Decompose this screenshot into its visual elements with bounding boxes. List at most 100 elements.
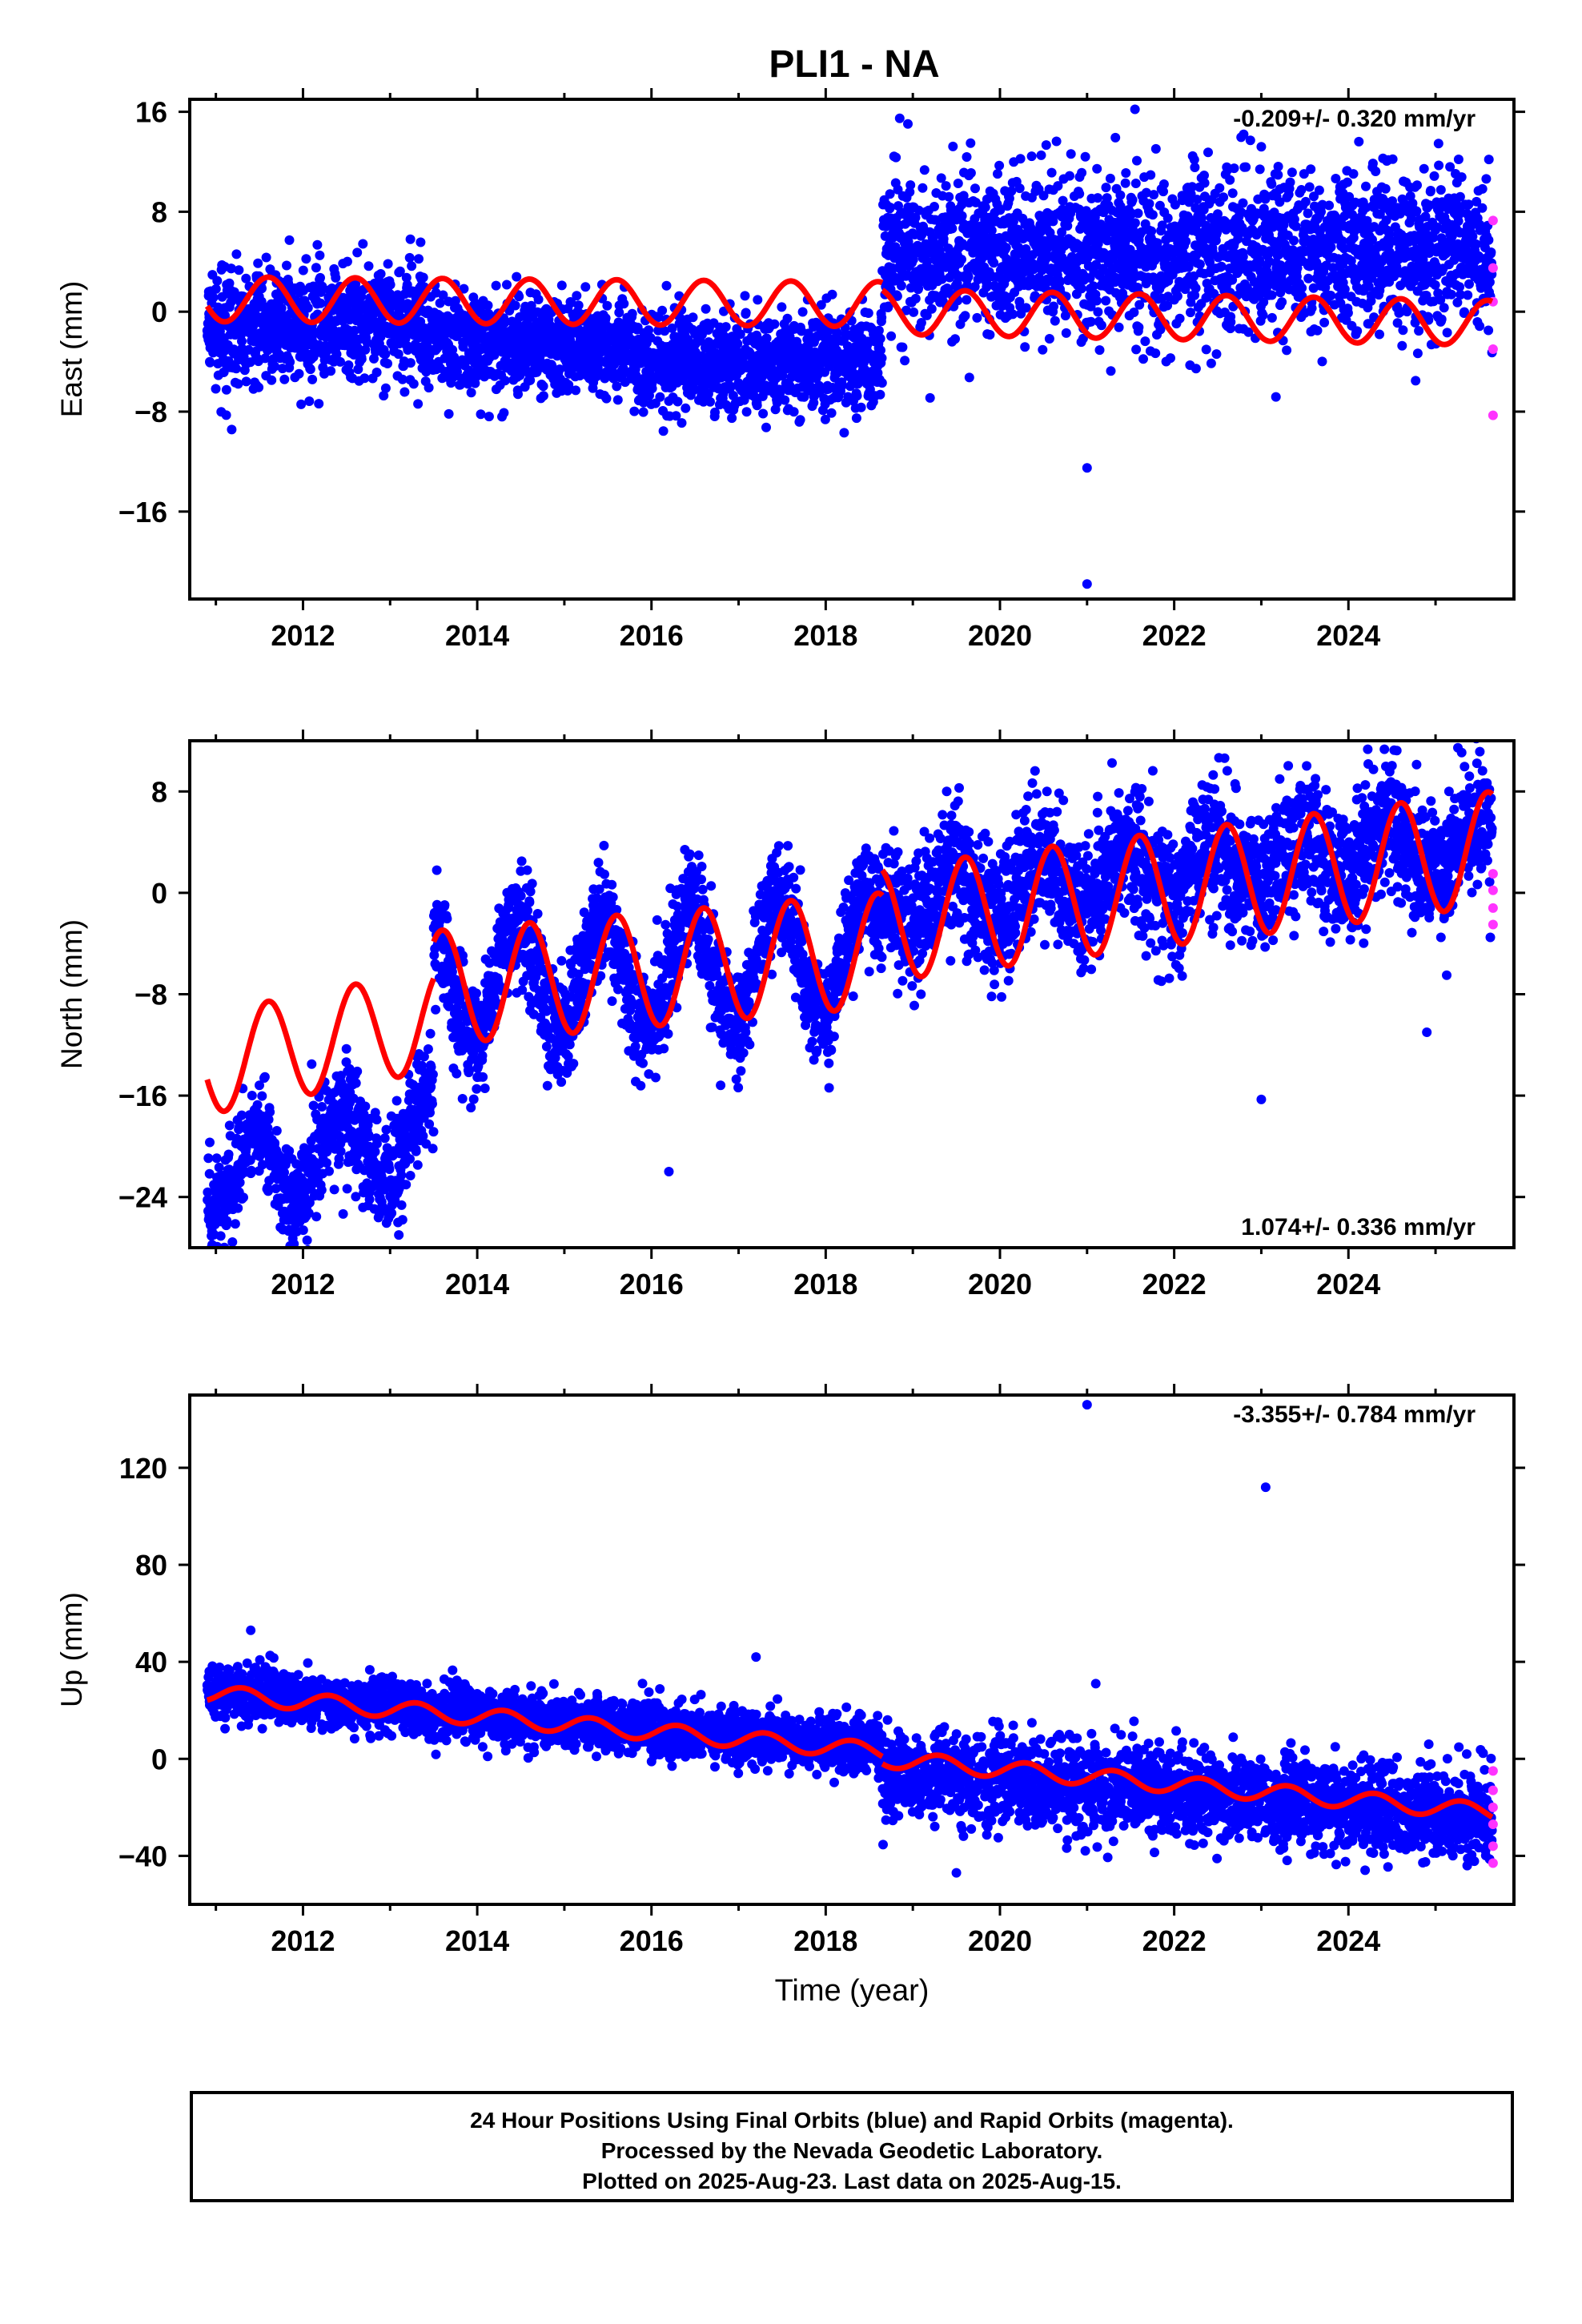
data-point	[1226, 317, 1236, 328]
data-point	[1380, 183, 1391, 194]
data-point	[375, 269, 386, 279]
data-point	[459, 283, 469, 294]
rapid-point	[1488, 344, 1498, 354]
data-point	[282, 260, 291, 271]
data-point	[379, 391, 389, 401]
data-point	[972, 312, 982, 323]
data-point	[894, 113, 905, 123]
data-point	[1133, 208, 1143, 219]
data-point	[1306, 164, 1316, 175]
data-point	[1015, 154, 1026, 164]
data-point	[1348, 169, 1359, 179]
data-point	[211, 384, 221, 394]
data-point	[1044, 334, 1054, 344]
data-point	[896, 280, 906, 291]
data-point	[500, 318, 510, 328]
data-point	[1080, 151, 1090, 162]
data-point	[660, 326, 670, 336]
data-point	[910, 293, 921, 304]
data-point	[215, 1231, 226, 1241]
data-point	[1061, 328, 1071, 338]
data-point	[1106, 366, 1116, 376]
data-point	[241, 273, 251, 283]
x-tick-label: 2022	[1142, 619, 1207, 652]
data-point	[211, 283, 221, 294]
data-point	[1225, 175, 1235, 185]
data-point	[627, 308, 637, 319]
data-point	[962, 152, 972, 162]
data-point	[1426, 186, 1435, 195]
data-point	[502, 279, 512, 290]
data-point	[944, 191, 954, 202]
data-point	[1307, 303, 1317, 313]
data-point	[903, 119, 913, 129]
rapid-point	[1488, 215, 1498, 226]
data-point	[413, 399, 424, 409]
data-point	[1211, 349, 1222, 360]
data-point	[515, 312, 525, 322]
data-point	[644, 325, 654, 336]
data-point	[1008, 309, 1018, 320]
data-point	[1371, 167, 1381, 176]
data-point	[761, 422, 771, 432]
data-point	[782, 313, 793, 324]
data-point	[964, 372, 974, 383]
data-point	[1484, 325, 1494, 336]
data-point	[1174, 313, 1185, 324]
y-tick-label: −16	[118, 496, 167, 529]
data-point	[667, 323, 677, 333]
data-point	[311, 263, 321, 273]
data-point	[343, 360, 354, 370]
data-point	[917, 183, 928, 193]
x-tick-label: 2012	[271, 619, 335, 652]
data-point	[252, 1100, 263, 1110]
data-point	[970, 183, 980, 194]
data-point	[725, 381, 736, 392]
data-point	[612, 381, 622, 392]
data-point	[1436, 314, 1447, 324]
data-point	[795, 415, 805, 425]
data-point	[1049, 301, 1058, 312]
data-point	[352, 247, 363, 258]
data-point	[873, 325, 884, 336]
data-point	[1300, 196, 1311, 207]
data-point	[661, 280, 672, 291]
data-point	[510, 300, 520, 311]
data-point	[312, 239, 323, 250]
data-point	[1285, 177, 1295, 187]
data-point	[1138, 354, 1148, 364]
data-point	[1312, 325, 1323, 336]
data-point	[753, 295, 763, 305]
data-point	[1066, 149, 1076, 159]
data-point	[772, 397, 782, 408]
data-point	[1375, 329, 1384, 340]
data-point	[757, 372, 768, 382]
data-point	[1121, 168, 1131, 178]
rapid-point	[1488, 263, 1498, 273]
data-point	[877, 378, 887, 388]
data-point	[769, 319, 780, 329]
data-point	[1127, 195, 1138, 205]
data-point	[253, 258, 263, 268]
panel-east: 2012 2014 2016 2018 2020 2022 2024−16−80816Eas…	[55, 88, 1525, 652]
data-point	[257, 283, 267, 294]
data-point	[405, 358, 416, 368]
x-tick-label: 2018	[793, 619, 857, 652]
data-point	[601, 393, 612, 404]
data-point	[254, 382, 264, 392]
data-point	[593, 367, 604, 377]
data-point	[832, 328, 842, 338]
data-point	[957, 255, 966, 264]
data-point	[839, 428, 849, 438]
data-point	[489, 350, 500, 360]
data-point	[393, 349, 404, 360]
data-point	[1203, 147, 1213, 158]
data-point	[298, 265, 308, 275]
data-point	[602, 300, 612, 311]
data-point	[418, 272, 428, 283]
data-point	[239, 1192, 248, 1203]
data-point	[1303, 273, 1314, 283]
data-point	[710, 407, 720, 417]
data-point	[897, 342, 908, 352]
data-point	[1227, 188, 1238, 199]
